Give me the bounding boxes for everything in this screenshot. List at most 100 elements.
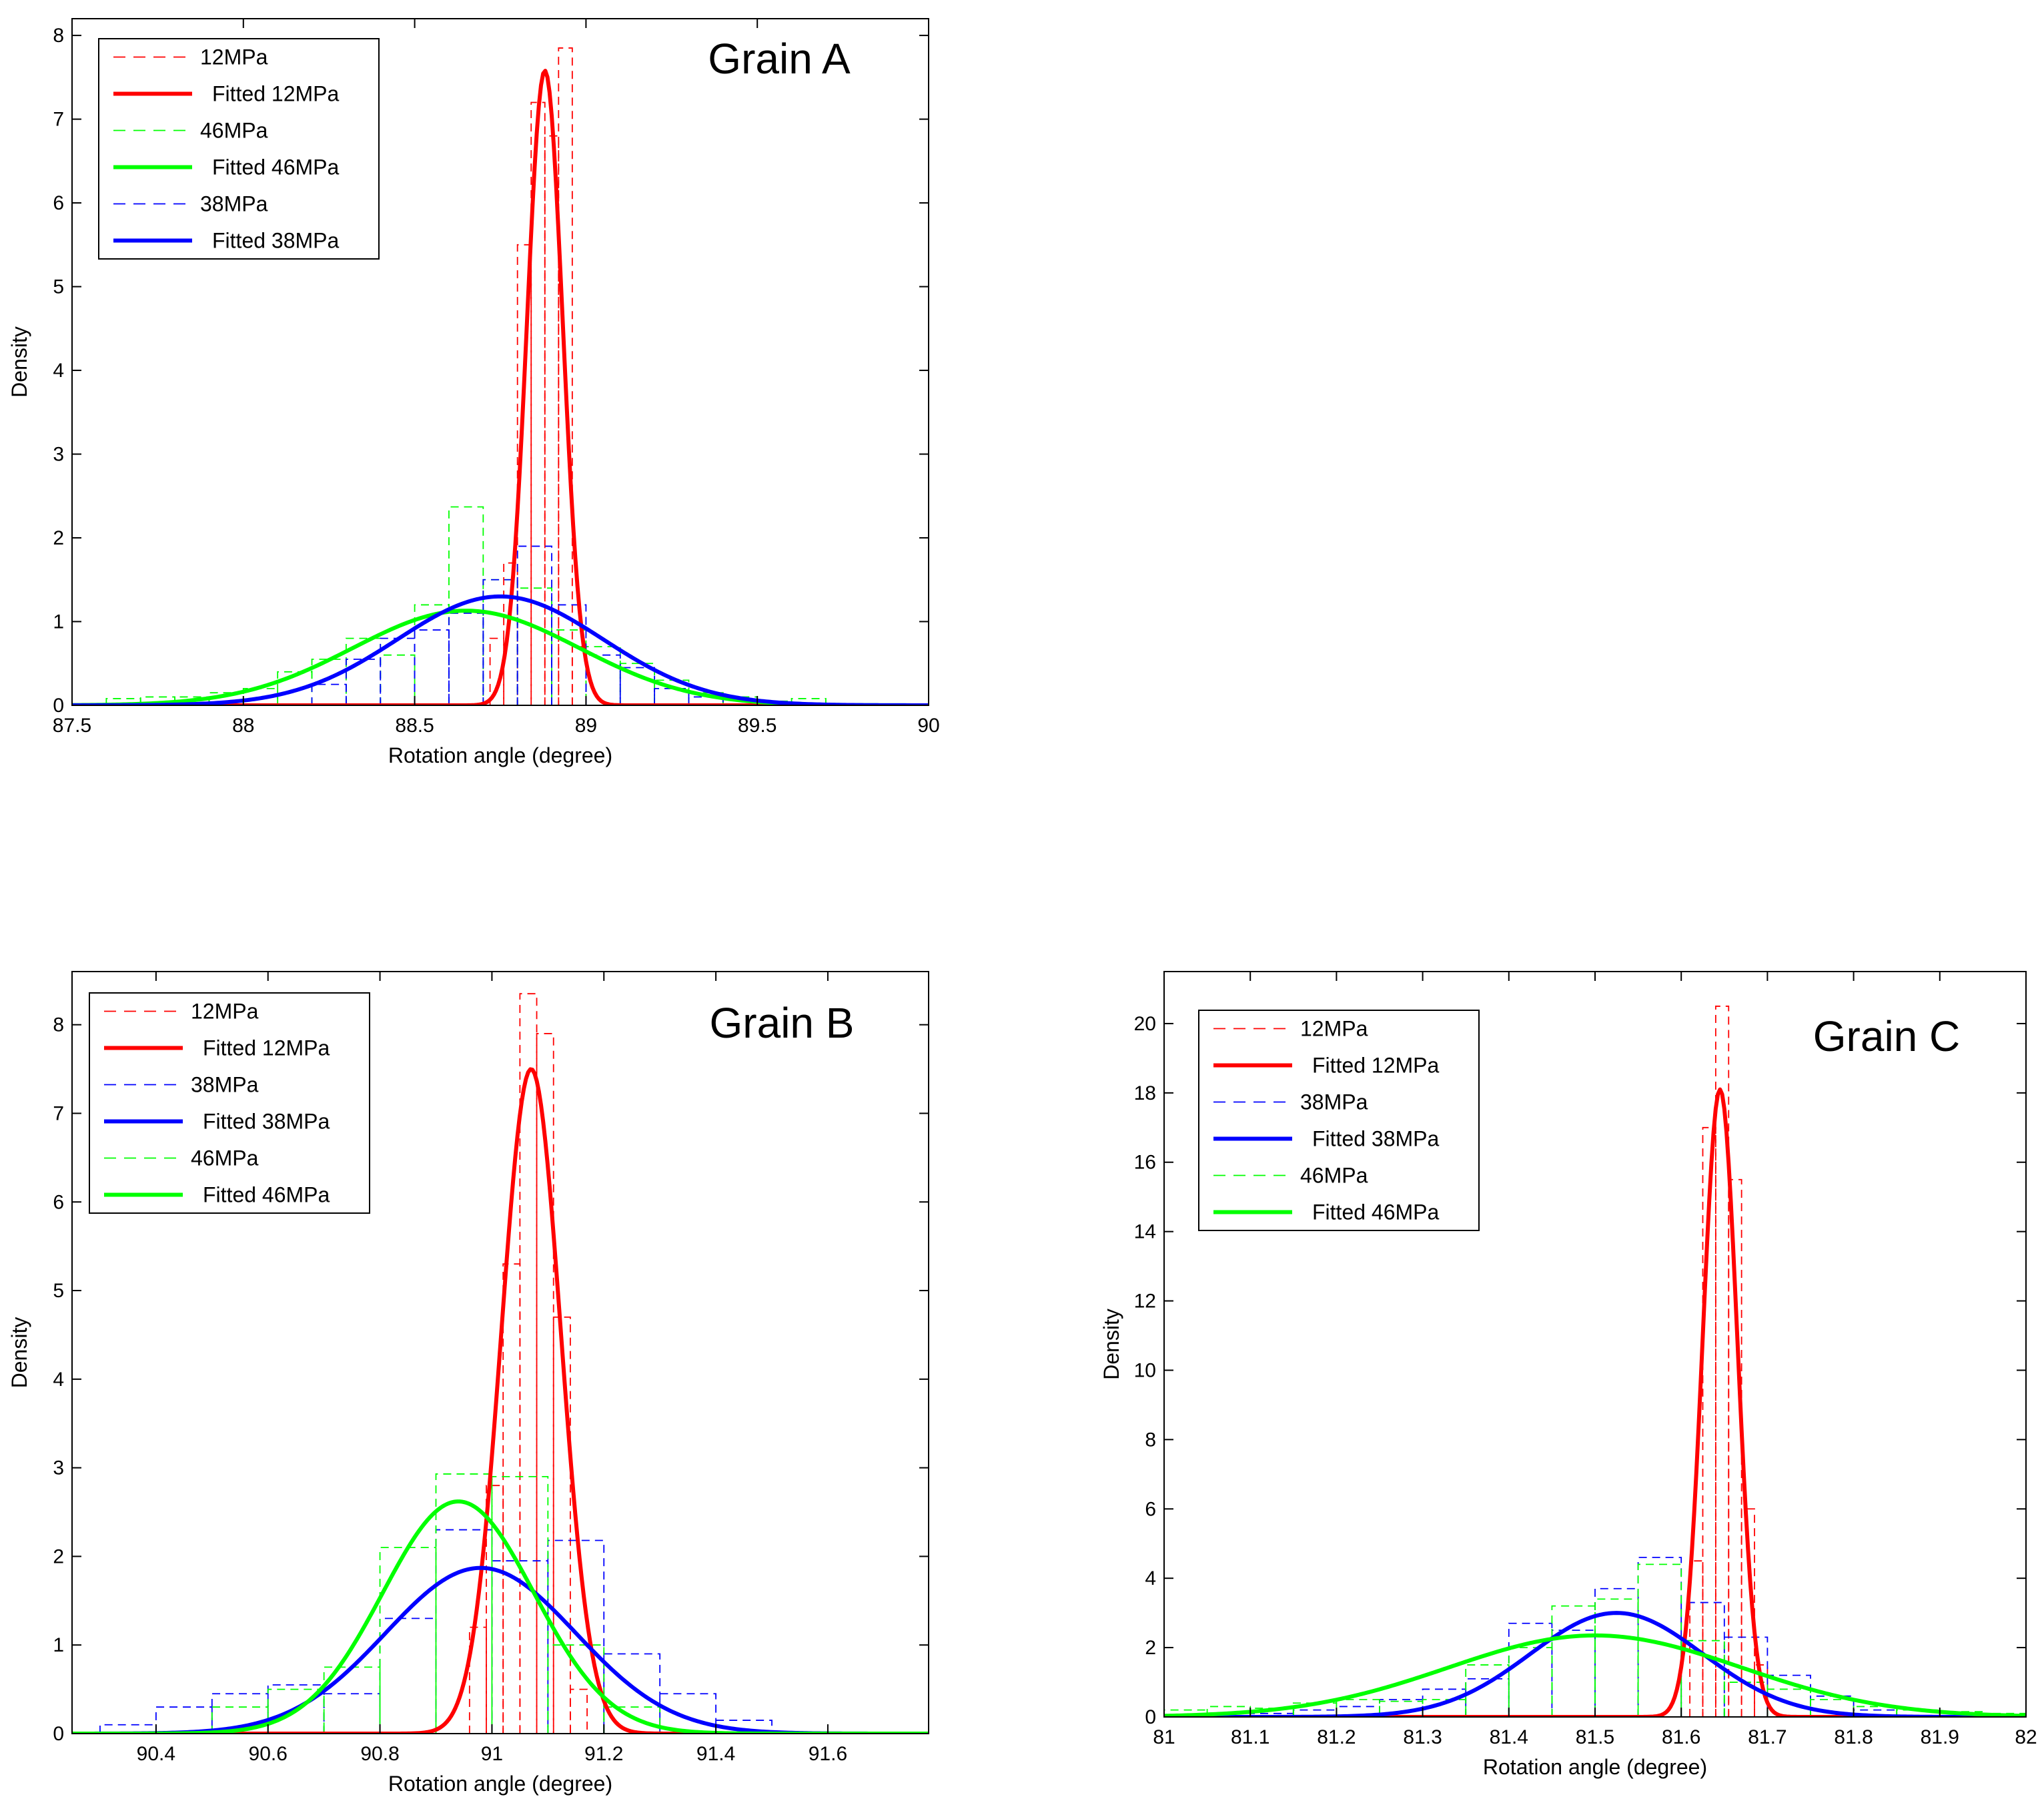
chart-c-legend: 12MPa Fitted 12MPa 38MPa Fitted 38MPa 46MPa F… bbox=[1198, 1010, 1480, 1231]
chart-a-hist-38mpa-bar bbox=[414, 629, 450, 705]
chart-b-legend-label: 38MPa bbox=[191, 1073, 259, 1097]
chart-c-xtick-label: 81 bbox=[1153, 1726, 1175, 1748]
chart-c-xtick-label: 81.8 bbox=[1834, 1726, 1873, 1748]
chart-b-hist-38mpa-bar bbox=[659, 1693, 716, 1734]
chart-c-hist-46mpa-bar bbox=[1551, 1605, 1596, 1717]
chart-b-ytick-label: 0 bbox=[53, 1723, 64, 1745]
chart-c-ytick-label: 4 bbox=[1145, 1567, 1156, 1589]
chart-a-fit-fitted-38mpa bbox=[72, 594, 929, 705]
chart-a-ytick-label: 7 bbox=[53, 109, 64, 131]
chart-a-hist-46mpa-bar bbox=[448, 506, 484, 705]
chart-c-legend-label: Fitted 12MPa bbox=[1312, 1054, 1440, 1078]
chart-b-fit-fitted-12mpa bbox=[72, 1067, 929, 1734]
chart-c-ytick-label: 16 bbox=[1134, 1152, 1156, 1174]
chart-b-legend-label: Fitted 38MPa bbox=[203, 1110, 330, 1134]
chart-a-legend-box bbox=[98, 38, 380, 260]
chart-b-title: Grain B bbox=[710, 999, 855, 1047]
chart-c-hist-46mpa-bar bbox=[1680, 1640, 1725, 1717]
chart-b-ytick-label: 1 bbox=[53, 1634, 64, 1656]
chart-a-title: Grain A bbox=[708, 35, 851, 83]
chart-a-xtick-label: 88 bbox=[232, 715, 254, 737]
chart-c-legend-box bbox=[1198, 1010, 1480, 1231]
chart-c-ytick-label: 0 bbox=[1145, 1706, 1156, 1728]
chart-a-hist-38mpa-bar bbox=[448, 613, 484, 705]
chart-b: 90.4 90.6 90.8 91 91.2 91.4 91.6 0 1 2 3 4 5 6 7 8 Rotat… bbox=[7, 971, 929, 1796]
chart-a-legend-label: Fitted 12MPa bbox=[212, 82, 340, 106]
chart-b-hist-46mpa-bar bbox=[435, 1473, 493, 1734]
chart-a-ytick-label: 4 bbox=[53, 360, 64, 382]
chart-a-hist-38mpa-bar bbox=[688, 696, 724, 705]
chart-b-legend-label: Fitted 12MPa bbox=[203, 1036, 330, 1060]
chart-a-xtick-label: 90 bbox=[917, 715, 939, 737]
chart-a-hist-12mpa-bar bbox=[516, 244, 532, 705]
chart-a-ytick-label: 0 bbox=[53, 695, 64, 717]
chart-b-hist-46mpa-bar bbox=[603, 1706, 661, 1734]
chart-b-ytick-label: 4 bbox=[53, 1369, 64, 1391]
chart-c: 81 81.1 81.2 81.3 81.4 81.5 81.6 81.7 81.8 81.9 82… bbox=[1099, 971, 2037, 1779]
chart-b-hist-12mpa-bar bbox=[570, 1688, 588, 1734]
chart-a-ytick-label: 3 bbox=[53, 444, 64, 466]
chart-a-xlabel: Rotation angle (degree) bbox=[388, 743, 612, 767]
chart-c-legend-label: 38MPa bbox=[1300, 1090, 1368, 1114]
chart-b-xtick-label: 90.6 bbox=[249, 1743, 288, 1765]
chart-a-fit-fitted-12mpa bbox=[72, 69, 929, 705]
chart-a-legend-label: 38MPa bbox=[200, 192, 268, 216]
chart-c-ytick-label: 8 bbox=[1145, 1429, 1156, 1451]
chart-c-xtick-label: 81.5 bbox=[1576, 1726, 1614, 1748]
chart-b-legend: 12MPa Fitted 12MPa 38MPa Fitted 38MPa 46MPa F… bbox=[89, 992, 370, 1214]
chart-c-hist-46mpa-bar bbox=[1422, 1699, 1467, 1717]
chart-c-ytick-label: 10 bbox=[1134, 1359, 1156, 1381]
chart-b-legend-label: Fitted 46MPa bbox=[203, 1183, 330, 1207]
chart-b-hist-12mpa-bar bbox=[552, 1316, 571, 1734]
chart-b-ytick-label: 5 bbox=[53, 1280, 64, 1302]
chart-b-legend-box bbox=[89, 992, 370, 1214]
chart-a-xtick-label: 87.5 bbox=[53, 715, 91, 737]
chart-b-ytick-label: 7 bbox=[53, 1102, 64, 1124]
chart-b-xtick-label: 91.2 bbox=[584, 1743, 623, 1765]
chart-c-xtick-label: 81.9 bbox=[1921, 1726, 1959, 1748]
chart-c-ytick-label: 18 bbox=[1134, 1082, 1156, 1104]
chart-c-ytick-label: 12 bbox=[1134, 1291, 1156, 1313]
chart-a-hist-38mpa-bar bbox=[619, 667, 656, 705]
chart-b-xtick-label: 90.8 bbox=[360, 1743, 399, 1765]
chart-b-frame bbox=[71, 971, 929, 1734]
chart-a: 87.5 88 88.5 89 89.5 90 0 1 2 3 4 5 6 7 8 Rotation angl… bbox=[7, 18, 940, 767]
chart-c-title: Grain C bbox=[1813, 1012, 1961, 1060]
chart-c-hist-46mpa-bar bbox=[1292, 1702, 1338, 1717]
chart-c-hist-12mpa-bar bbox=[1689, 1560, 1704, 1717]
chart-b-hist-38mpa-bar bbox=[155, 1706, 213, 1734]
chart-a-legend-label: 12MPa bbox=[200, 45, 268, 69]
chart-b-ytick-label: 8 bbox=[53, 1014, 64, 1036]
chart-b-hist-38mpa-bar bbox=[603, 1653, 661, 1734]
chart-b-xtick-label: 91 bbox=[481, 1743, 503, 1765]
chart-c-legend-label: Fitted 46MPa bbox=[1312, 1200, 1440, 1224]
chart-b-hist-12mpa-bar bbox=[536, 1033, 554, 1734]
chart-c-ytick-label: 14 bbox=[1134, 1221, 1156, 1243]
chart-c-xtick-label: 81.4 bbox=[1490, 1726, 1528, 1748]
chart-a-xtick-label: 88.5 bbox=[395, 715, 434, 737]
chart-c-hist-12mpa-bar bbox=[1754, 1664, 1768, 1717]
chart-b-xtick-label: 90.4 bbox=[137, 1743, 175, 1765]
chart-a-legend-label: 46MPa bbox=[200, 119, 268, 143]
chart-c-xtick-label: 81.6 bbox=[1662, 1726, 1700, 1748]
chart-a-ytick-label: 8 bbox=[53, 25, 64, 47]
chart-c-hist-46mpa-bar bbox=[1379, 1700, 1424, 1717]
chart-c-hist-46mpa-bar bbox=[1336, 1699, 1380, 1717]
chart-b-hist-12mpa-bar bbox=[519, 993, 538, 1734]
chart-c-ytick-label: 20 bbox=[1134, 1013, 1156, 1035]
chart-c-legend-label: 46MPa bbox=[1300, 1164, 1368, 1188]
chart-b-legend-label: 12MPa bbox=[191, 1000, 259, 1024]
chart-b-ytick-label: 3 bbox=[53, 1457, 64, 1479]
chart-b-xtick-label: 91.6 bbox=[809, 1743, 847, 1765]
chart-b-hist-12mpa bbox=[468, 993, 588, 1734]
chart-c-hist-38mpa-bar bbox=[1594, 1587, 1639, 1717]
chart-a-ylabel: Density bbox=[7, 326, 31, 398]
chart-a-legend-label: Fitted 46MPa bbox=[212, 155, 340, 179]
chart-b-ytick-label: 6 bbox=[53, 1191, 64, 1213]
chart-a-ytick-label: 2 bbox=[53, 527, 64, 549]
chart-a-legend-label: Fitted 38MPa bbox=[212, 229, 340, 253]
chart-c-ylabel: Density bbox=[1099, 1309, 1123, 1380]
chart-c-xtick-label: 81.1 bbox=[1231, 1726, 1269, 1748]
chart-a-hist-46mpa-bar bbox=[380, 654, 416, 705]
